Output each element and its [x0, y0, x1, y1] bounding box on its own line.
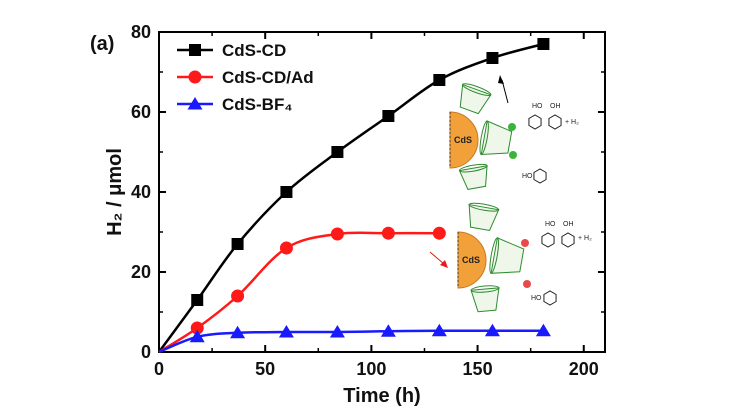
cds-label: CdS [462, 255, 480, 265]
cds-lower: CdS [457, 231, 487, 289]
x-axis-label: Time (h) [343, 385, 420, 407]
ticks-group: 0 50 100 150 200 0 20 40 60 80 [131, 22, 605, 379]
adsorbate-dot [509, 151, 517, 159]
data-point [190, 321, 204, 335]
data-point [191, 294, 204, 306]
cyclodextrin [458, 165, 488, 190]
legend-marker [189, 44, 201, 56]
chem-label: HO [531, 295, 542, 302]
cyclodextrin [468, 203, 500, 232]
data-point [431, 323, 447, 337]
cyclodextrin-rim [479, 120, 489, 155]
legend-label: CdS-BF₄ [222, 95, 292, 114]
cd-upper-2 [479, 120, 513, 156]
panel-label: (a) [90, 33, 114, 55]
y-tick-label: 80 [131, 22, 151, 42]
chem-label: + H₂ [565, 119, 579, 126]
cds-particle [457, 231, 487, 289]
adsorbate-dot [521, 239, 529, 247]
benzene-ring [528, 114, 542, 130]
data-point [330, 227, 344, 241]
benzene-ring [561, 232, 575, 248]
adsorbate-dot [508, 123, 516, 131]
legend: CdS-CD CdS-CD/Ad CdS-BF₄ [177, 41, 314, 114]
series-0 [157, 38, 550, 353]
x-tick-label: 150 [463, 359, 493, 379]
data-point [230, 325, 246, 339]
cyclodextrin-rim [458, 163, 488, 173]
chem-label: + H₂ [578, 235, 592, 242]
arrow-upper [501, 79, 509, 104]
data-point [329, 325, 345, 338]
legend-marker [187, 97, 203, 110]
data-point [432, 226, 446, 240]
benzene-ring [541, 232, 555, 248]
series-line [158, 329, 544, 354]
data-point [537, 38, 550, 50]
y-axis-label: H₂ / μmol [104, 148, 126, 236]
data-point [278, 325, 294, 338]
data-point [279, 241, 293, 255]
x-tick-label: 50 [255, 359, 275, 379]
cyclodextrin [470, 287, 500, 313]
data-point [484, 323, 500, 337]
legend-marker [188, 70, 202, 84]
cd-upper-3 [458, 163, 488, 190]
cd-lower-2 [489, 237, 525, 274]
cds-particle [449, 111, 479, 169]
series-group [157, 38, 551, 354]
mechanism-inset: CdS HO OH + H₂ HO CdS HO OH + H₂ HO [429, 75, 592, 313]
legend-label: CdS-CD/Ad [222, 68, 314, 87]
data-point [280, 186, 293, 198]
data-point [331, 146, 344, 158]
series-2 [158, 323, 551, 354]
cyclodextrin [490, 237, 525, 274]
x-tick-label: 0 [154, 359, 164, 379]
chem-label: HO [532, 103, 543, 110]
data-point [380, 324, 396, 337]
cds-upper: CdS [449, 111, 479, 169]
series-line [158, 231, 440, 354]
series-1 [158, 226, 446, 354]
data-point [433, 74, 446, 86]
cd-lower-3 [470, 285, 500, 313]
y-tick-label: 40 [131, 182, 151, 202]
benzene-ring [533, 168, 547, 184]
chem-label: OH [550, 103, 561, 110]
cds-label: CdS [454, 135, 472, 145]
cd-upper-1 [459, 83, 492, 115]
cyclodextrin-rim [468, 202, 500, 212]
chem-label: HO [545, 221, 556, 228]
data-point [535, 323, 551, 337]
arrowhead-lower [440, 260, 448, 268]
benzene-ring [543, 290, 557, 306]
y-tick-label: 0 [141, 342, 151, 362]
data-point [382, 110, 395, 122]
chem-label: OH [563, 221, 574, 228]
cyclodextrin-rim [470, 285, 500, 293]
data-point [486, 52, 499, 64]
cyclodextrin-rim [462, 83, 492, 97]
data-point [189, 329, 205, 343]
benzene-ring [548, 114, 562, 130]
cd-lower-1 [468, 202, 500, 232]
chem-label: HO [522, 173, 533, 180]
x-tick-label: 100 [356, 359, 386, 379]
arrow-lower [429, 251, 445, 265]
data-point [381, 226, 395, 240]
y-tick-label: 20 [131, 262, 151, 282]
adsorbate-dot [523, 280, 531, 288]
data-point [231, 238, 244, 250]
y-tick-label: 60 [131, 102, 151, 122]
arrowhead-upper [498, 75, 504, 84]
cyclodextrin-rim [489, 237, 500, 274]
legend-label: CdS-CD [222, 41, 286, 60]
cyclodextrin [459, 83, 492, 115]
data-point [231, 289, 245, 303]
x-tick-label: 200 [569, 359, 599, 379]
